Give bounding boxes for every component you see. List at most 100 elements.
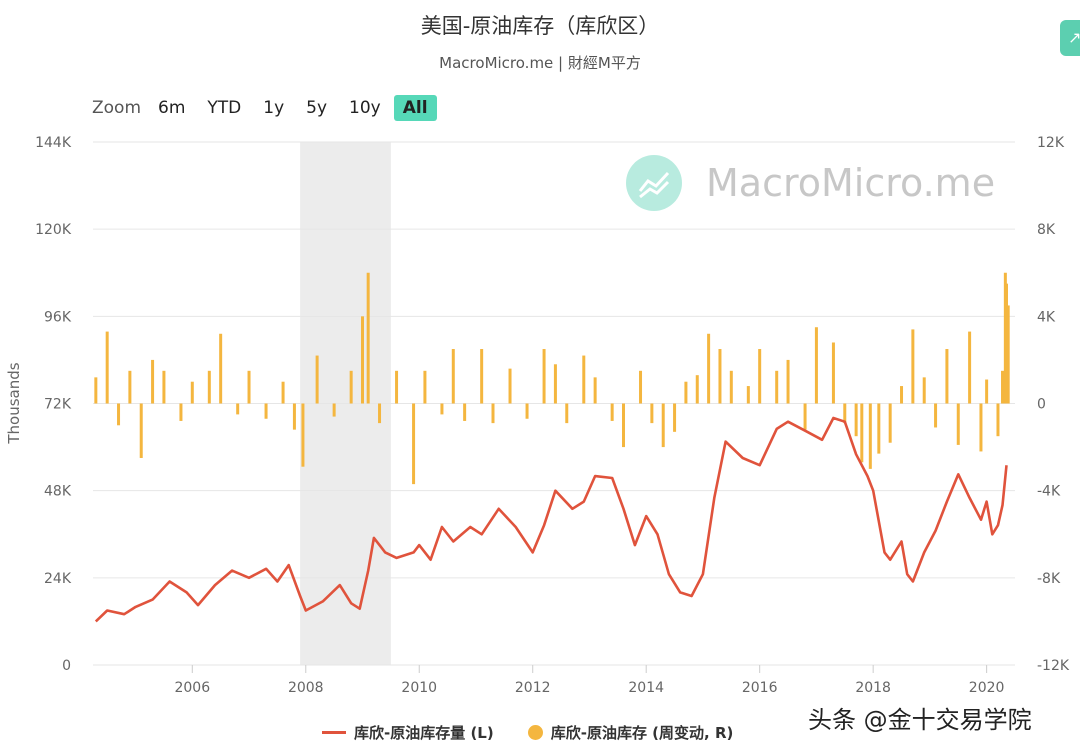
y-left-tick-label: 0 [62,658,71,674]
weekly-change-bar [565,403,569,424]
weekly-change-bar [105,331,109,404]
y-left-tick-label: 24K [44,571,72,587]
weekly-change-bar [622,403,626,448]
weekly-change-bar [423,370,427,404]
weekly-change-bar [480,349,484,404]
weekly-change-bar [582,355,586,404]
weekly-change-bar [361,316,365,404]
weekly-change-bar [729,370,733,404]
x-tick-label: 2012 [515,680,551,696]
weekly-change-bar [718,349,722,404]
weekly-change-bar [395,370,399,404]
y-left-tick-label: 144K [35,135,72,151]
weekly-change-bar [301,403,305,467]
weekly-change-bar [491,403,495,424]
weekly-change-bar [117,403,121,426]
weekly-change-bar [650,403,654,424]
weekly-change-bar [888,403,892,443]
zoom-bar: Zoom 6m YTD 1y 5y 10y All [92,92,441,124]
weekly-change-bar [979,403,983,452]
legend-label: 库欣-原油库存量 (L) [354,724,494,742]
y-right-tick-label: -4K [1037,484,1061,500]
x-tick-label: 2010 [401,680,437,696]
x-tick-label: 2020 [969,680,1005,696]
zoom-label: Zoom [92,98,142,118]
legend-dot-swatch [527,725,543,740]
weekly-change-bar [1001,370,1005,404]
weekly-change-bar [786,359,790,404]
x-tick-label: 2018 [855,680,891,696]
chart-title: 美国-原油库存（库欣区） [420,14,660,38]
weekly-change-bar [684,381,688,404]
weekly-change-bar [661,403,665,448]
weekly-change-bar [128,370,132,404]
watermark: MacroMicro.me [626,155,995,211]
weekly-change-bar [378,403,382,424]
zoom-10y-button[interactable]: 10y [349,98,381,118]
x-tick-label: 2006 [174,680,210,696]
watermark-text: MacroMicro.me [706,161,996,205]
weekly-change-bar [814,327,818,404]
weekly-change-bar [349,370,353,404]
weekly-change-bar [219,333,223,404]
weekly-change-bar [934,403,938,428]
legend: 库欣-原油库存量 (L) 库欣-原油库存 (周变动, R) [322,722,767,743]
y-axis-title: Thousands [5,362,23,444]
weekly-change-bar [1006,305,1010,404]
weekly-change-bar [247,370,251,404]
weekly-change-bar [332,403,336,417]
weekly-change-bar [985,379,989,404]
chart-subtitle: MacroMicro.me | 財經M平方 [439,54,641,72]
weekly-change-bar [758,349,762,404]
zoom-6m-button[interactable]: 6m [158,98,186,118]
weekly-change-bar [860,403,864,463]
weekly-change-bar [956,403,960,445]
zoom-all-button[interactable]: All [393,95,437,121]
weekly-change-bar [639,370,643,404]
legend-line-swatch [322,731,346,734]
weekly-change-bar [463,403,467,421]
legend-label: 库欣-原油库存 (周变动, R) [550,724,734,742]
zoom-1y-button[interactable]: 1y [263,98,285,118]
weekly-change-bar [207,370,211,404]
weekly-change-bar [366,272,370,404]
weekly-change-bar [94,377,98,404]
weekly-change-bar [707,333,711,404]
zoom-ytd-button[interactable]: YTD [207,98,242,118]
weekly-change-bar [803,403,807,430]
zoom-5y-button[interactable]: 5y [306,98,328,118]
weekly-change-bar [190,381,194,404]
y-left-tick-label: 96K [44,309,72,325]
weekly-change-bar [922,377,926,404]
legend-item-inventory[interactable]: 库欣-原油库存量 (L) [322,722,494,743]
weekly-change-bar [695,375,699,404]
weekly-change-bar [673,403,677,432]
weekly-change-bar [236,403,240,415]
weekly-change-bar [911,329,915,404]
y-right-tick-label: 0 [1037,397,1046,413]
export-button[interactable]: ↗ [1060,20,1080,56]
weekly-change-bar [139,403,143,458]
weekly-change-bar [525,403,529,419]
y-right-tick-label: 8K [1037,222,1056,238]
weekly-change-bar [292,403,296,430]
weekly-change-bar [315,355,319,404]
weekly-change-bar [775,370,779,404]
weekly-change-bar [854,403,858,437]
weekly-change-bar [281,381,285,404]
weekly-change-bar [151,359,155,404]
y-left-tick-label: 48K [44,484,72,500]
chart-icon: ↗ [1068,28,1080,47]
source-watermark: 头条 @金十交易学院 [808,706,1032,734]
y-right-tick-label: 4K [1037,309,1056,325]
legend-item-weekly-change[interactable]: 库欣-原油库存 (周变动, R) [527,722,734,743]
weekly-change-bar [746,386,750,404]
y-right-tick-label: -12K [1037,658,1070,674]
weekly-change-bar [900,386,904,404]
inventory-line [94,416,1008,623]
weekly-change-bar [831,342,835,404]
x-tick-label: 2008 [288,680,324,696]
weekly-change-bar [1004,283,1008,404]
weekly-change-bar [508,368,512,404]
